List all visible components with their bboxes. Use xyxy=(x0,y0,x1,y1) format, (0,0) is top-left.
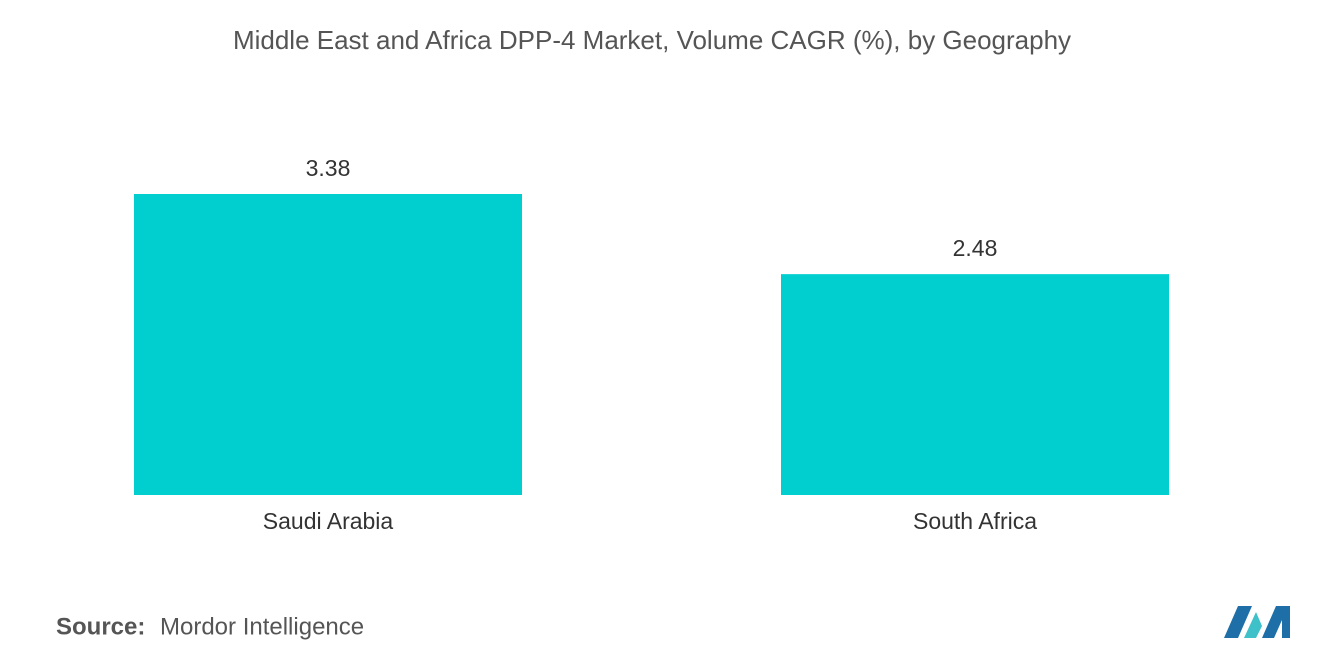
value-label: 3.38 xyxy=(306,155,351,181)
value-label: 2.48 xyxy=(953,235,998,261)
logo xyxy=(1224,606,1290,638)
bar xyxy=(781,274,1169,495)
x-tick-label: Saudi Arabia xyxy=(263,508,394,534)
source-label: Source: xyxy=(56,613,145,640)
x-tick-label: South Africa xyxy=(913,508,1037,534)
chart-title: Middle East and Africa DPP-4 Market, Vol… xyxy=(233,25,1071,55)
bar xyxy=(134,194,522,495)
source: Mordor Intelligence xyxy=(160,613,364,640)
